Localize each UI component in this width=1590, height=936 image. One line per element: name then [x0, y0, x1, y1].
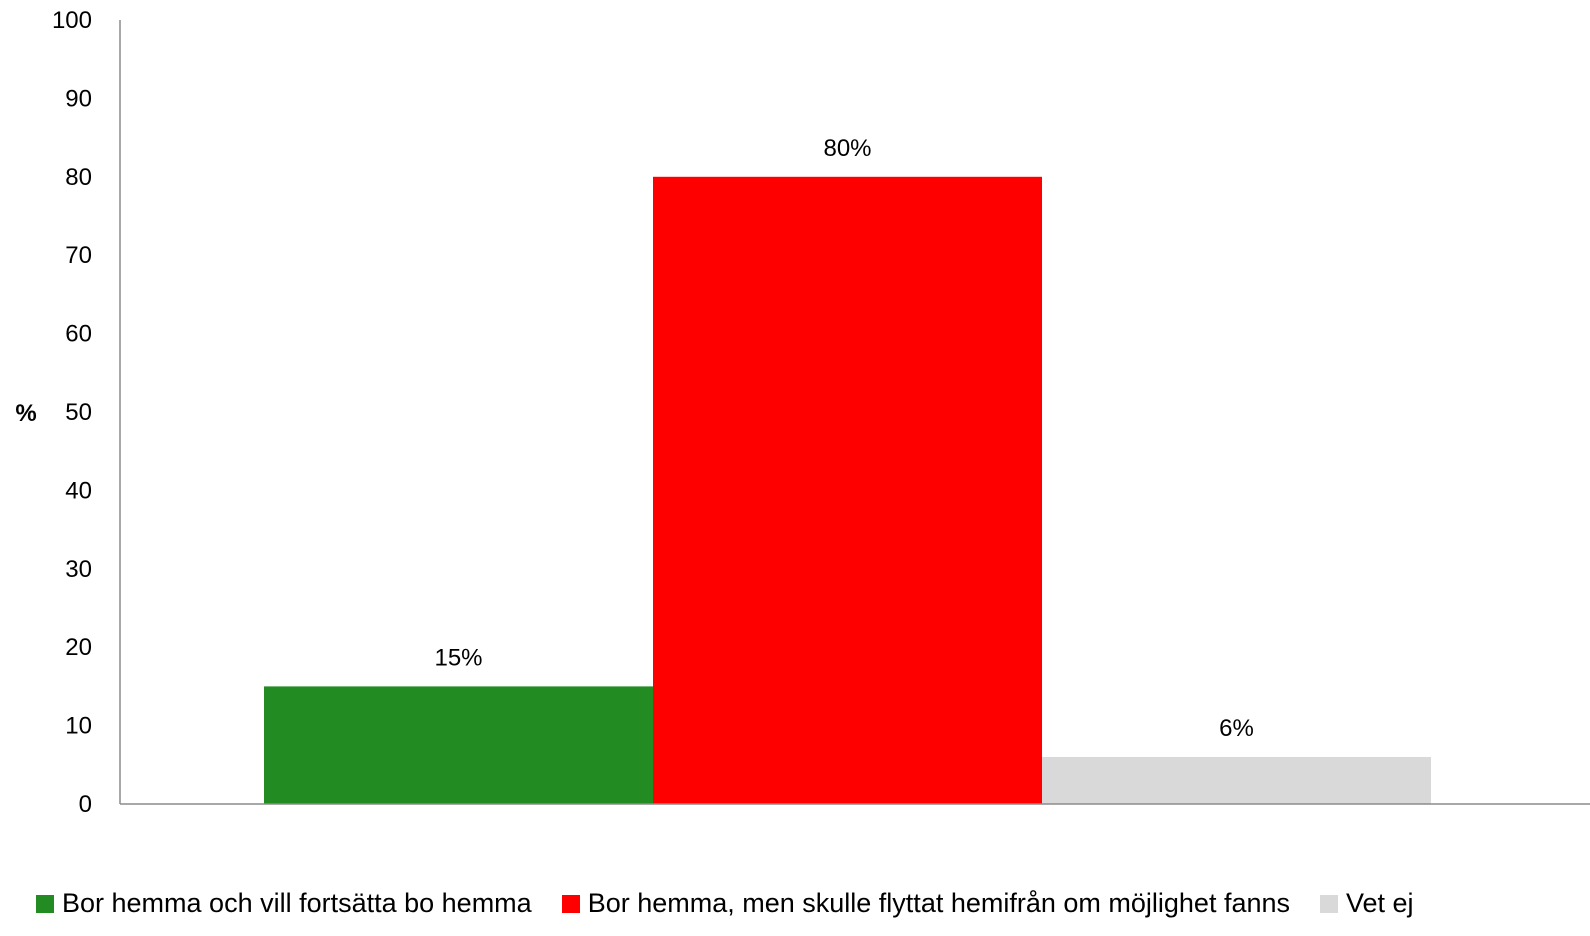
y-tick-label: 60 [65, 321, 92, 348]
bar-data-label: 6% [1219, 715, 1254, 742]
y-tick-label: 20 [65, 634, 92, 661]
bar [1042, 756, 1431, 804]
bar-data-label: 15% [434, 644, 482, 671]
legend-swatch-stay [36, 894, 54, 913]
legend-item-unknown: Vet ej [1320, 888, 1414, 919]
legend-item-move: Bor hemma, men skulle flyttat hemifrån o… [561, 888, 1290, 919]
legend-label-stay: Bor hemma och vill fortsätta bo hemma [62, 888, 532, 918]
y-tick-label: 10 [65, 713, 92, 740]
bars: 15% 80% 6% [264, 135, 1431, 805]
y-tick-label: 90 [65, 85, 92, 112]
legend-label-move: Bor hemma, men skulle flyttat hemifrån o… [587, 888, 1290, 918]
y-tick-label: 30 [65, 556, 92, 583]
y-tick-label: 80 [65, 164, 92, 191]
y-tick-label: 40 [65, 477, 92, 504]
y-tick-label: 70 [65, 242, 92, 269]
legend-swatch-move [561, 894, 580, 913]
y-axis-title: % [15, 400, 36, 427]
bar-data-label: 80% [823, 135, 871, 162]
y-tick-label: 0 [79, 791, 92, 818]
y-axis-ticks: 0 10 20 30 40 50 60 70 80 90 100 [52, 7, 92, 818]
legend-label-unknown: Vet ej [1346, 888, 1414, 918]
bar [264, 686, 653, 804]
legend: Bor hemma och vill fortsätta bo hemma Bo… [36, 888, 1414, 919]
y-tick-label: 50 [65, 399, 92, 426]
legend-item-stay: Bor hemma och vill fortsätta bo hemma [36, 888, 532, 919]
y-tick-label: 100 [52, 7, 92, 34]
legend-swatch-unknown [1320, 894, 1338, 913]
bar [653, 176, 1042, 805]
